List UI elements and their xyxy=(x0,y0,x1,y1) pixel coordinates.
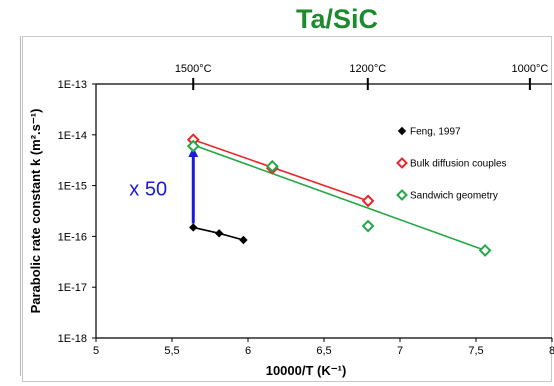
data-point-2-3 xyxy=(478,243,492,257)
legend-label-2: Sandwich geometry xyxy=(410,191,498,202)
marks: x 50 xyxy=(129,133,492,257)
y-tick-label: 1E-17 xyxy=(58,282,87,294)
legend-label-1: Bulk diffusion couples xyxy=(410,159,507,170)
axes: 1E-13 1E-14 1E-15 1E-16 1E-17 1E-18 5 5,5 6 6,5 7 7… xyxy=(28,63,554,378)
x-tick-label: 7,5 xyxy=(468,345,483,357)
y-tick-label: 1E-16 xyxy=(58,231,87,243)
chart-title: Ta/SiC xyxy=(295,4,378,34)
x-tick-label: 6,5 xyxy=(316,345,331,357)
x-tick-label: 6 xyxy=(245,345,251,357)
legend-marker-1 xyxy=(396,157,408,169)
data-point-1-2 xyxy=(361,194,375,208)
legend-label-0: Feng, 1997 xyxy=(410,127,461,138)
top-tick-label: 1000°C xyxy=(511,63,548,75)
data-point-2-2 xyxy=(361,219,375,233)
data-point-2-0 xyxy=(186,139,200,153)
y-tick-label: 1E-15 xyxy=(58,181,87,193)
x-axis-label: 10000/T (K⁻¹) xyxy=(266,363,347,378)
top-tick-label: 1500°C xyxy=(175,63,212,75)
y-tick-label: 1E-13 xyxy=(58,79,87,91)
scale-annotation: x 50 xyxy=(129,179,167,201)
fit-line-2 xyxy=(193,144,486,252)
legend-marker-0 xyxy=(397,126,407,136)
data-point-2-1 xyxy=(265,159,279,173)
top-tick-label: 1200°C xyxy=(349,63,386,75)
x-tick-label: 5 xyxy=(93,345,99,357)
x-tick-label: 7 xyxy=(397,345,403,357)
data-point-0-2 xyxy=(239,235,248,245)
x-tick-label: 5,5 xyxy=(164,345,179,357)
data-point-0-1 xyxy=(214,229,224,238)
data-point-0-0 xyxy=(189,223,198,232)
y-tick-label: 1E-18 xyxy=(58,333,87,345)
fit-line-1 xyxy=(193,138,369,202)
x-tick-label: 8 xyxy=(549,345,554,357)
adjacent-panel-edge xyxy=(14,36,21,376)
y-tick-label: 1E-14 xyxy=(58,130,87,142)
y-axis-label: Parabolic rate constant k (m².s⁻¹) xyxy=(28,109,43,314)
legend: Feng, 1997 Bulk diffusion couples Sandwich… xyxy=(396,126,507,202)
chart-frame xyxy=(22,36,552,382)
legend-marker-2 xyxy=(396,189,408,201)
